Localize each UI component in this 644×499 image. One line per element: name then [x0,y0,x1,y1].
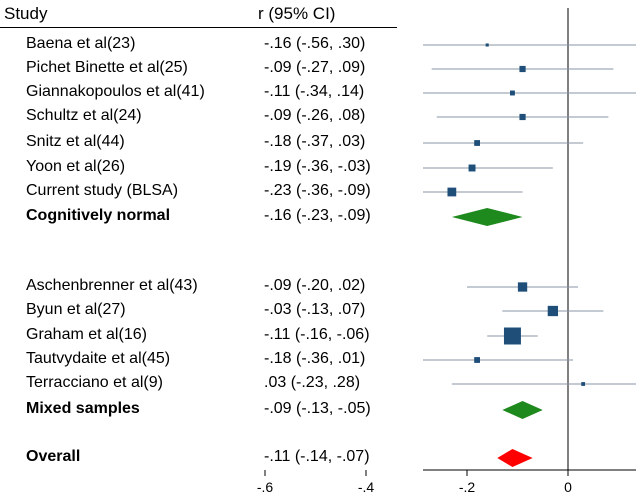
column-header-study: Study [4,4,48,23]
study-ci-text: -.11 (-.34, .14) [264,83,365,100]
effect-marker [509,90,515,96]
summary-label: Mixed samples [26,400,140,417]
study-label: Graham et al(16) [26,326,147,343]
study-label: Yoon et al(26) [26,158,126,175]
study-ci-text: -.09 (-.20, .02) [264,277,366,294]
header-rule [0,27,397,28]
study-label: Tautvydaite et al(45) [26,350,171,367]
summary-label: Cognitively normal [26,207,171,224]
effect-marker [468,164,476,172]
study-label: Byun et al(27) [26,301,126,318]
study-label: Baena et al(23) [26,35,136,52]
x-tick-label: -.6 [257,479,274,495]
summary-diamond [502,401,543,419]
effect-marker [547,305,558,317]
study-ci-text: .03 (-.23, .28) [264,374,361,391]
summary-diamond [451,208,523,226]
study-ci-text: -.18 (-.36, .01) [264,350,366,367]
effect-marker [485,43,489,47]
effect-marker [503,327,521,345]
study-ci-text: -.03 (-.13, .07) [264,301,366,318]
study-ci-text: -.11 (-.16, -.06) [264,326,370,343]
study-label: Snitz et al(44) [26,133,125,150]
summary-label: Overall [26,448,81,465]
effect-marker [447,187,457,197]
column-header-ci: r (95% CI) [258,4,336,23]
summary-ci-text: -.09 (-.13, -.05) [264,400,371,417]
study-label: Giannakopoulos et al(41) [26,83,205,100]
x-tick-label: -.4 [358,479,375,495]
summary-diamond [497,449,533,467]
x-tick-label: -.2 [459,479,476,495]
effect-marker [474,357,480,363]
study-ci-text: -.09 (-.27, .09) [264,59,366,76]
study-label: Current study (BLSA) [26,182,179,199]
summary-ci-text: -.11 (-.14, -.07) [264,448,370,465]
study-label: Aschenbrenner et al(43) [26,277,198,294]
study-label: Terracciano et al(9) [26,374,163,391]
study-ci-text: -.16 (-.56, .30) [264,35,366,52]
effect-marker [581,382,586,386]
study-ci-text: -.18 (-.37, .03) [264,133,366,150]
effect-marker [474,140,480,146]
x-tick-label: 0 [564,479,572,495]
effect-marker [517,282,528,292]
study-label: Pichet Binette et al(25) [26,59,188,76]
effect-marker [519,65,526,73]
effect-marker [519,113,526,121]
study-ci-text: -.23 (-.36, -.09) [264,182,371,199]
study-label: Schultz et al(24) [26,107,142,124]
study-ci-text: -.09 (-.26, .08) [264,107,366,124]
study-ci-text: -.19 (-.36, -.03) [264,158,371,175]
summary-ci-text: -.16 (-.23, -.09) [264,207,371,224]
